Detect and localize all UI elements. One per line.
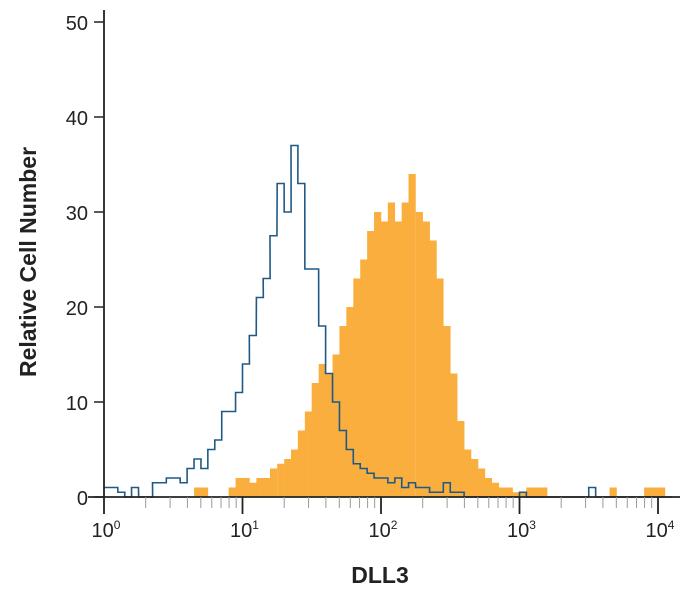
histogram-bin (256, 478, 264, 497)
histogram-bin (609, 487, 617, 497)
histogram-bin (429, 240, 437, 497)
histogram-bin (471, 459, 479, 497)
histogram-bin (277, 463, 285, 497)
histogram-bin (346, 307, 354, 497)
histogram-bin (249, 482, 257, 497)
histogram-bin (408, 174, 416, 497)
histogram-bin (374, 212, 382, 497)
histogram-bin (297, 430, 306, 497)
x-axis-title: DLL3 (351, 562, 409, 588)
histogram-bin (498, 487, 506, 497)
histogram-bin (304, 411, 313, 497)
histogram-bin (526, 487, 534, 497)
histogram-bin (325, 373, 333, 497)
histogram-bin (644, 487, 652, 497)
histogram-bin (512, 492, 520, 497)
y-tick-label-20: 20 (66, 298, 88, 320)
histogram-bin (235, 478, 243, 497)
histogram-bin (436, 278, 444, 497)
histogram-bin (263, 478, 271, 497)
x-tick-label: 100 (92, 518, 121, 542)
histogram-bin (651, 487, 659, 497)
stained-histogram (194, 174, 666, 497)
y-axis-title: Relative Cell Number (15, 147, 41, 377)
histogram-bin (658, 487, 666, 497)
x-tick-label: 104 (646, 518, 675, 542)
y-tick-label-40: 40 (66, 108, 88, 130)
histogram-bin (457, 421, 465, 497)
histogram-bin (284, 459, 292, 497)
x-tick-label: 103 (507, 518, 536, 542)
histogram-bin (484, 478, 493, 497)
histogram-bin (505, 487, 513, 497)
histogram-bin (200, 487, 209, 497)
histogram-bin (291, 449, 299, 497)
y-tick-label-50: 50 (66, 13, 88, 35)
histogram-bin (194, 487, 202, 497)
histogram-bin (353, 278, 361, 497)
x-tick-label: 102 (369, 518, 398, 542)
histogram-bin (464, 449, 472, 497)
histogram-bin (394, 221, 403, 497)
histogram-bin (311, 383, 319, 497)
histogram-bin (491, 482, 500, 497)
y-tick-label-0: 0 (77, 488, 88, 510)
histogram-bin (443, 326, 451, 497)
histogram-bin (540, 487, 548, 497)
histogram-bin (332, 354, 340, 497)
histogram-bin (477, 468, 486, 497)
histogram-bin (519, 492, 527, 497)
histogram-bin (415, 212, 423, 497)
histogram-bin (228, 487, 236, 497)
x-tick-label: 101 (230, 518, 259, 542)
histogram-bin (339, 326, 347, 497)
histogram-bin (381, 221, 389, 497)
y-tick-label-10: 10 (66, 393, 88, 415)
histogram-bin (422, 221, 430, 497)
y-ticks (94, 21, 104, 498)
x-ticks (103, 497, 659, 514)
histogram-bin (450, 373, 458, 497)
histogram-bin (401, 202, 409, 497)
histogram-bin (387, 202, 396, 497)
histogram-bin (270, 468, 278, 497)
histogram-bin (360, 259, 368, 497)
y-tick-label-30: 30 (66, 203, 88, 225)
histogram-bin (242, 478, 250, 497)
histogram-bin (318, 364, 326, 497)
histogram-bin (533, 487, 541, 497)
histogram-bin (367, 231, 375, 497)
